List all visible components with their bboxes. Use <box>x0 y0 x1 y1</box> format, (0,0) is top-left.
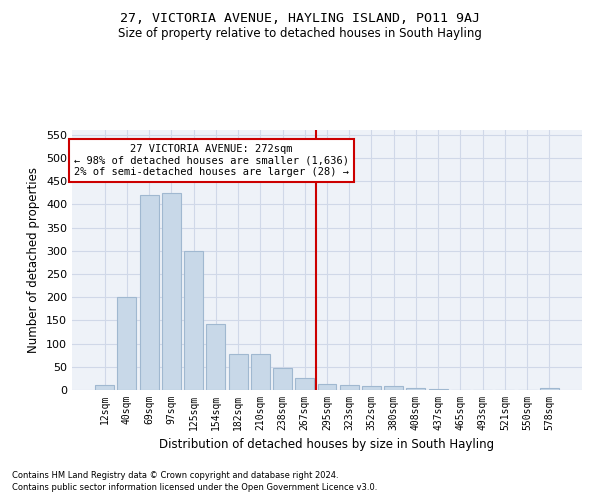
Bar <box>362 386 381 390</box>
Bar <box>95 386 114 390</box>
Bar <box>118 297 136 390</box>
Text: 27, VICTORIA AVENUE, HAYLING ISLAND, PO11 9AJ: 27, VICTORIA AVENUE, HAYLING ISLAND, PO1… <box>120 12 480 26</box>
Text: Contains HM Land Registry data © Crown copyright and database right 2024.: Contains HM Land Registry data © Crown c… <box>12 471 338 480</box>
Text: 27 VICTORIA AVENUE: 272sqm
← 98% of detached houses are smaller (1,636)
2% of se: 27 VICTORIA AVENUE: 272sqm ← 98% of deta… <box>74 144 349 177</box>
Bar <box>384 386 403 390</box>
X-axis label: Distribution of detached houses by size in South Hayling: Distribution of detached houses by size … <box>160 438 494 452</box>
Y-axis label: Number of detached properties: Number of detached properties <box>28 167 40 353</box>
Text: Size of property relative to detached houses in South Hayling: Size of property relative to detached ho… <box>118 28 482 40</box>
Bar <box>206 324 225 390</box>
Bar <box>295 378 314 390</box>
Text: Contains public sector information licensed under the Open Government Licence v3: Contains public sector information licen… <box>12 484 377 492</box>
Bar <box>273 368 292 390</box>
Bar <box>406 388 425 390</box>
Bar <box>229 354 248 390</box>
Bar <box>429 389 448 390</box>
Bar <box>317 384 337 390</box>
Bar <box>140 195 158 390</box>
Bar <box>540 388 559 390</box>
Bar <box>162 192 181 390</box>
Bar <box>251 354 270 390</box>
Bar <box>340 386 359 390</box>
Bar <box>184 250 203 390</box>
